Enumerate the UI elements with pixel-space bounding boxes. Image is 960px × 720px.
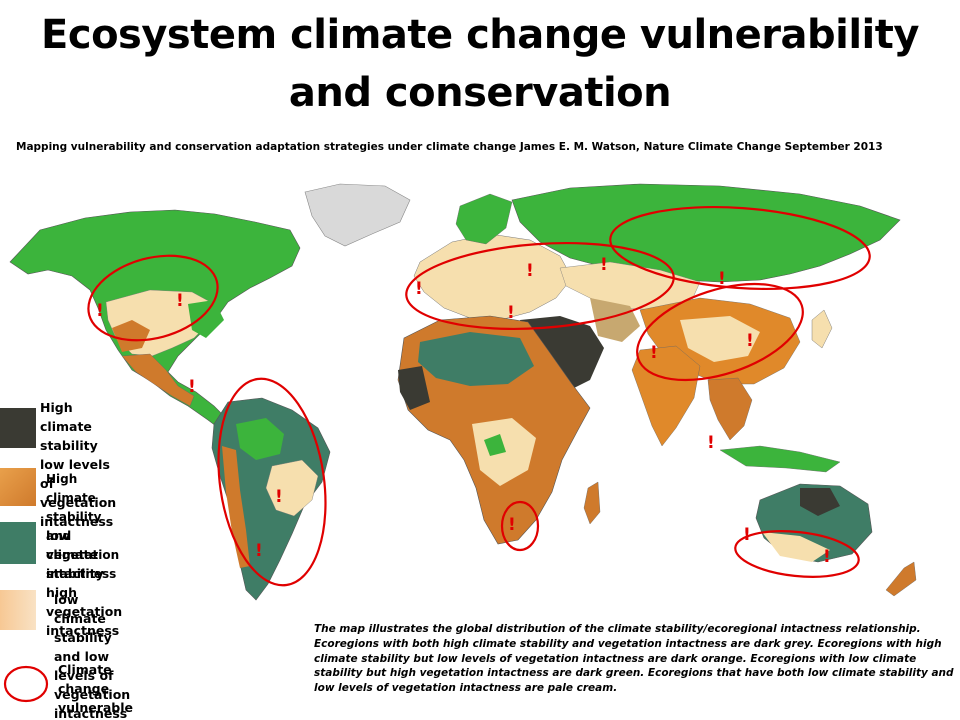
legend-swatch-pale-cream: [0, 590, 36, 630]
marker-8: !: [600, 255, 608, 275]
legend-swatch-dark-grey: [0, 408, 36, 448]
legend-label-dark-green: low climate stability high vegetation in…: [46, 528, 123, 638]
china-pale: [680, 316, 760, 362]
marker-11: !: [650, 343, 658, 363]
legend-circle-icon: [3, 665, 49, 703]
usa-orange-region: [112, 320, 150, 352]
legend-swatch-dark-green: [0, 522, 36, 564]
indonesia: [719, 445, 841, 473]
vulnerable-region-siberia: [609, 205, 871, 291]
legend-label-dark-grey: High climate stability low levels of veg…: [40, 400, 117, 529]
usa-east-green: [188, 300, 224, 338]
sahara-dark-green: [418, 332, 534, 386]
world-map-svg: ! ! ! ! ! ! ! ! ! ! ! ! ! ! ! !: [9, 183, 917, 601]
map-caption: The map illustrates the global distribut…: [314, 623, 954, 695]
title-line-1: Ecosystem climate change vulnerability: [41, 12, 919, 58]
marker-9: !: [507, 303, 515, 323]
marker-13: !: [707, 433, 715, 453]
legend-label-vulnerable: Climate change vulnerable regions: [58, 662, 134, 720]
russia: [511, 183, 901, 283]
legend-swatch-dark-orange: [0, 468, 36, 506]
japan: [811, 309, 833, 349]
legend-label-pale-cream: low climate stability and low levels of …: [54, 592, 131, 720]
marker-12: !: [746, 331, 754, 351]
mexico: [121, 353, 195, 407]
new-zealand: [885, 561, 917, 597]
title-line-2: and conservation: [288, 70, 672, 116]
marker-16: !: [823, 547, 831, 567]
west-africa-dark: [398, 366, 430, 410]
madagascar: [583, 481, 601, 525]
marker-14: !: [508, 515, 516, 535]
vulnerable-region-southern-africa: [500, 500, 540, 552]
andes-orange: [222, 446, 250, 568]
marker-7: !: [526, 261, 534, 281]
scandinavia: [455, 193, 513, 245]
australia-pale: [762, 532, 830, 562]
marker-15: !: [743, 525, 751, 545]
marker-1: !: [96, 301, 104, 321]
vulnerable-region-south-america: [217, 377, 327, 587]
vulnerable-region-north-america: [87, 254, 219, 342]
marker-3: !: [188, 377, 196, 397]
india: [631, 345, 701, 447]
marker-6: !: [415, 279, 423, 299]
vulnerable-region-europe: [405, 241, 675, 331]
amazon-green: [236, 418, 284, 460]
middle-east-dark: [520, 316, 604, 392]
brazil-pale: [265, 459, 319, 517]
southeast-asia: [707, 377, 753, 441]
marker-2: !: [176, 291, 184, 311]
australia-dark: [800, 488, 840, 516]
citation-subtitle: Mapping vulnerability and conservation a…: [16, 141, 883, 153]
marker-5: !: [255, 541, 263, 561]
world-map: ! ! ! ! ! ! ! ! ! ! ! ! ! ! ! !: [0, 170, 960, 630]
europe: [413, 233, 573, 321]
vulnerable-region-australia: [734, 530, 860, 578]
africa-central-green: [484, 434, 506, 456]
vulnerable-region-south-asia: [636, 282, 804, 382]
iran-mixed: [590, 298, 640, 342]
marker-10: !: [718, 269, 726, 289]
greenland: [304, 183, 411, 247]
page-title: Ecosystem climate change vulnerability a…: [0, 6, 960, 122]
legend-label-dark-orange: High climate stability and vegetation in…: [46, 472, 120, 581]
marker-4: !: [275, 487, 283, 507]
